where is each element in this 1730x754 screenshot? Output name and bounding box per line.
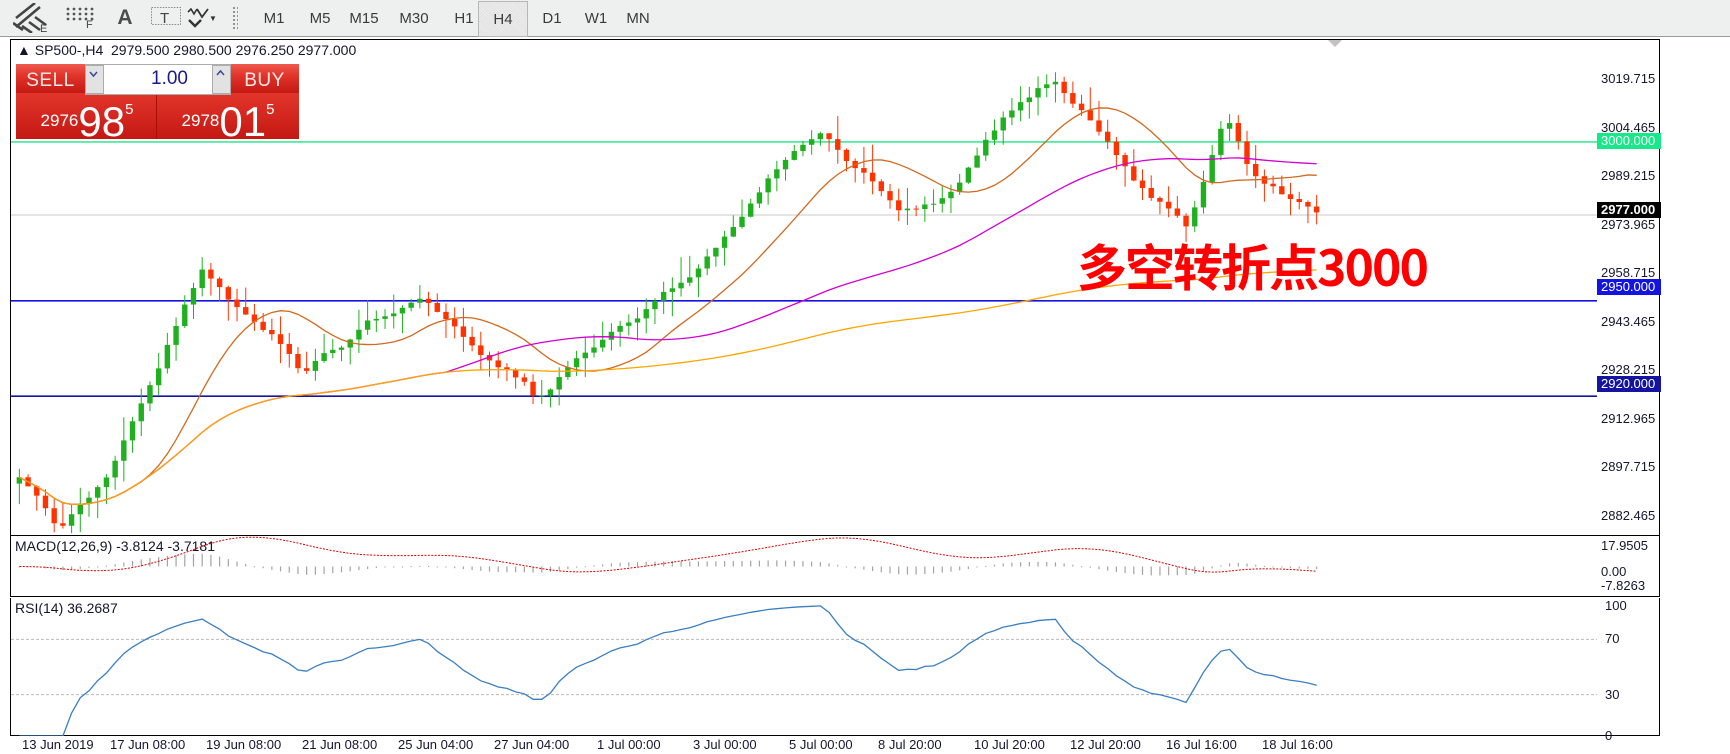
svg-text:F: F — [86, 19, 93, 29]
svg-text:E: E — [40, 23, 47, 33]
svg-text:T: T — [160, 10, 169, 27]
